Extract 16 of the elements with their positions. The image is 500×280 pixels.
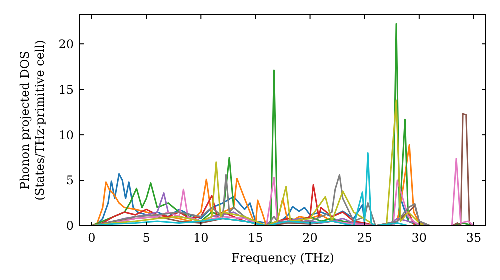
y-tick-label: 15 [58, 82, 74, 97]
x-tick-label: 35 [466, 231, 482, 245]
y-axis-title: Phonon projected DOS (States/THz·primitive cell) [18, 40, 47, 201]
x-tick-label: 5 [142, 231, 150, 245]
x-tick-label: 25 [357, 231, 372, 245]
x-axis-title: Frequency (THz) [232, 251, 334, 265]
y-tick-label: 5 [66, 174, 74, 188]
x-tick-label: 20 [302, 231, 318, 245]
x-tick-label: 10 [194, 231, 209, 245]
line-series [91, 152, 410, 226]
x-tick-label: 15 [248, 231, 264, 245]
y-tick-label: 0 [66, 219, 74, 234]
x-tick-label: 30 [412, 231, 428, 245]
y-tick-label: 20 [58, 37, 74, 52]
x-tick-label: 0 [88, 231, 96, 245]
y-tick-label: 10 [58, 128, 74, 142]
